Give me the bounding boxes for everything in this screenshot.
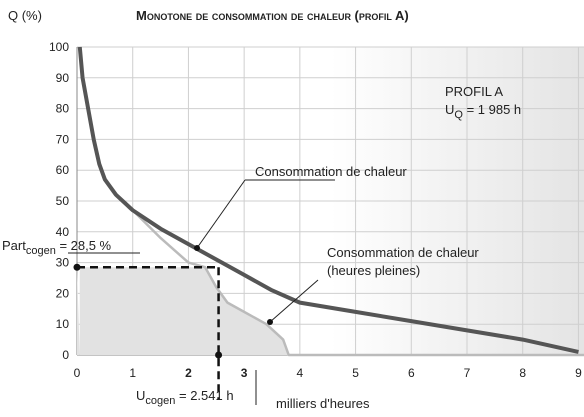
profile-label: PROFIL A: [445, 84, 503, 99]
x-tick-label: 3: [241, 366, 248, 380]
y-tick-label: 80: [56, 102, 70, 116]
x-tick-label: 8: [519, 366, 526, 380]
y-tick-label: 90: [56, 71, 70, 85]
y-tick-label: 70: [56, 132, 70, 146]
x-tick-label: 5: [352, 366, 359, 380]
series-line: [77, 46, 579, 354]
y-tick-label: 100: [49, 40, 69, 54]
y-tick-label: 0: [62, 348, 69, 362]
x-tick-label: 0: [74, 366, 81, 380]
y-tick-label: 10: [56, 317, 70, 331]
u-cogen-label: Ucogen = 2.541 h: [136, 388, 234, 407]
pointer-dot: [194, 245, 200, 251]
uq-label: UQ = 1 985 h: [445, 102, 521, 121]
y-tick-label: 50: [56, 194, 70, 208]
x-axis-label: milliers d'heures: [276, 396, 370, 411]
part-cogen-label: Partcogen = 28,5 %: [2, 238, 112, 257]
x-tick-label: 2: [185, 366, 192, 380]
cogen-hours-dot: [215, 351, 223, 359]
y-tick-label: 60: [56, 163, 70, 177]
pointer: [269, 279, 319, 323]
x-tick-label: 4: [297, 366, 304, 380]
cogen-share-dot: [73, 263, 81, 271]
x-tick-label: 9: [575, 366, 582, 380]
y-tick-label: 20: [56, 286, 70, 300]
x-tick-label: 1: [129, 366, 136, 380]
pointer-dot: [267, 319, 273, 325]
y-axis-label: Q (%): [8, 8, 42, 23]
cogen-area: [77, 267, 584, 355]
chart-title: Monotone de consommation de chaleur (pro…: [136, 8, 409, 23]
pointer: [196, 179, 246, 249]
x-tick-label: 6: [408, 366, 415, 380]
legend-label: Consommation de chaleur: [255, 164, 407, 179]
y-tick-label: 40: [56, 225, 70, 239]
y-tick-label: 30: [56, 256, 70, 270]
x-tick-label: 7: [464, 366, 471, 380]
legend-label: Consommation de chaleur (heures pleines): [327, 245, 479, 278]
